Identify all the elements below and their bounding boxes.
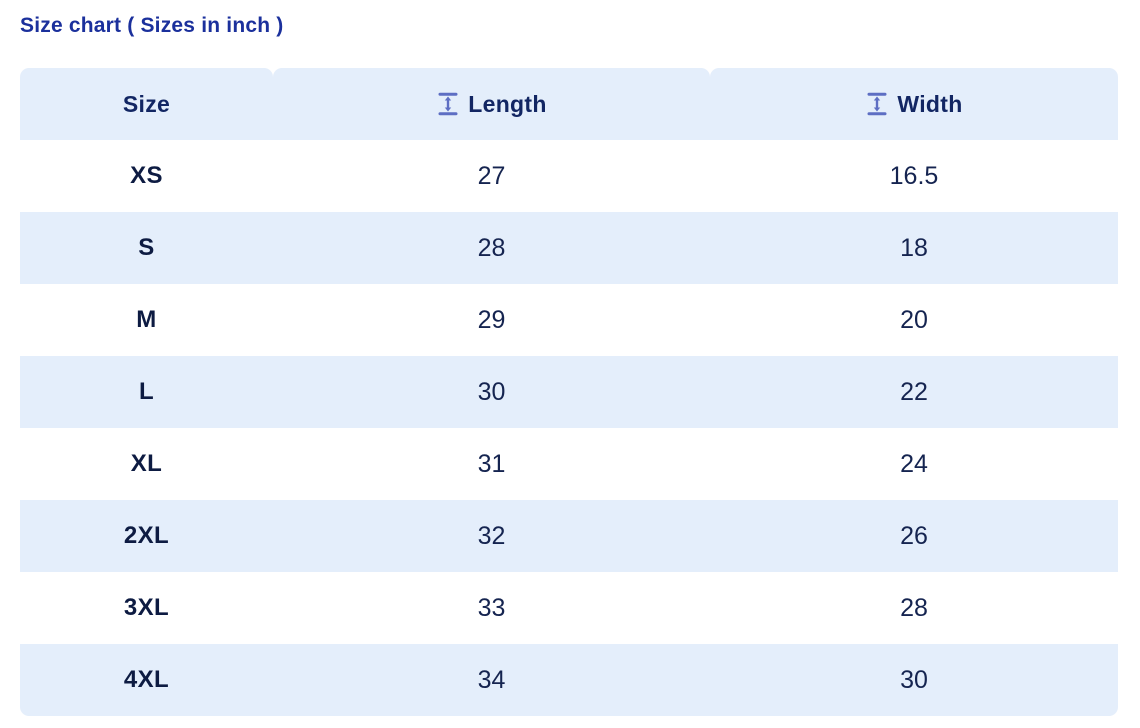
width-cell: 20: [900, 305, 928, 334]
column-header-width-label: Width: [897, 90, 963, 117]
size-cell: 4XL: [123, 666, 170, 693]
page-title: Size chart ( Sizes in inch ): [20, 14, 284, 37]
size-cell: 3XL: [123, 594, 170, 621]
table-row: L 30 22: [20, 356, 1118, 428]
column-header-size: Size: [20, 68, 273, 140]
table-row: 3XL 33 28: [20, 572, 1118, 644]
table-header-row: Size Length Width: [20, 68, 1118, 140]
table-row: 2XL 32 26: [20, 500, 1118, 572]
width-cell: 16.5: [889, 161, 939, 190]
width-cell: 26: [900, 521, 928, 550]
size-chart-table: Size Length Width XS 27 16.: [20, 68, 1118, 716]
size-cell: XS: [130, 162, 163, 189]
width-cell: 18: [900, 233, 928, 262]
size-cell: S: [138, 234, 155, 261]
height-measure-icon: [867, 92, 887, 116]
width-cell: 28: [900, 593, 928, 622]
column-header-length: Length: [273, 68, 710, 140]
table-row: M 29 20: [20, 284, 1118, 356]
table-row: XL 31 24: [20, 428, 1118, 500]
width-cell: 24: [900, 449, 928, 478]
length-cell: 29: [477, 305, 506, 334]
column-header-length-label: Length: [468, 90, 547, 117]
size-cell: 2XL: [123, 522, 170, 549]
length-cell: 30: [477, 377, 506, 406]
column-header-width: Width: [710, 68, 1118, 140]
size-cell: M: [136, 306, 157, 333]
table-body: XS 27 16.5 S 28 18 M 29 20 L 30 22 XL 31…: [20, 140, 1118, 716]
table-row: S 28 18: [20, 212, 1118, 284]
table-row: XS 27 16.5: [20, 140, 1118, 212]
length-cell: 27: [477, 161, 506, 190]
length-cell: 33: [477, 593, 506, 622]
length-cell: 28: [477, 233, 506, 262]
table-row: 4XL 34 30: [20, 644, 1118, 716]
width-cell: 30: [900, 665, 928, 694]
height-measure-icon: [438, 92, 458, 116]
width-cell: 22: [900, 377, 928, 406]
size-cell: XL: [130, 450, 163, 477]
column-header-size-label: Size: [122, 90, 171, 117]
length-cell: 32: [477, 521, 506, 550]
length-cell: 31: [477, 449, 506, 478]
size-cell: L: [138, 378, 155, 405]
length-cell: 34: [477, 665, 506, 694]
